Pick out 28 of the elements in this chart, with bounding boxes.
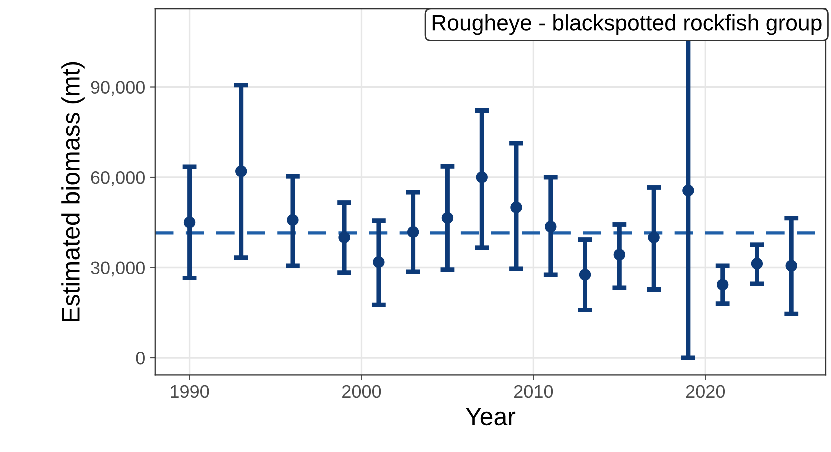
point	[579, 269, 592, 281]
point	[338, 232, 350, 244]
x-tick-label: 2000	[342, 385, 382, 398]
point	[236, 166, 248, 178]
point	[786, 260, 798, 272]
x-tick-label: 1990	[171, 385, 210, 398]
point	[545, 221, 557, 233]
point	[510, 202, 522, 214]
point	[614, 248, 626, 261]
y-tick-label: 60,000	[91, 171, 145, 186]
point	[407, 226, 420, 238]
y-tick-label: 90,000	[91, 81, 145, 96]
point	[184, 216, 196, 228]
chart-title: Rougheye - blackspotted rockfish group	[432, 14, 822, 36]
point	[751, 258, 764, 270]
x-axis-title: Year	[466, 408, 516, 426]
y-tick-label: 0	[136, 352, 145, 365]
y-axis-title: Estimated biomass (mt)	[62, 62, 85, 322]
point	[442, 212, 454, 224]
point	[373, 256, 385, 268]
point	[476, 172, 488, 184]
point	[716, 279, 729, 291]
point	[648, 232, 660, 244]
y-tick-label: 30,000	[91, 262, 145, 277]
point	[287, 214, 299, 226]
x-tick-label: 2020	[686, 385, 726, 398]
x-tick-label: 2010	[514, 385, 554, 398]
point	[682, 184, 694, 197]
